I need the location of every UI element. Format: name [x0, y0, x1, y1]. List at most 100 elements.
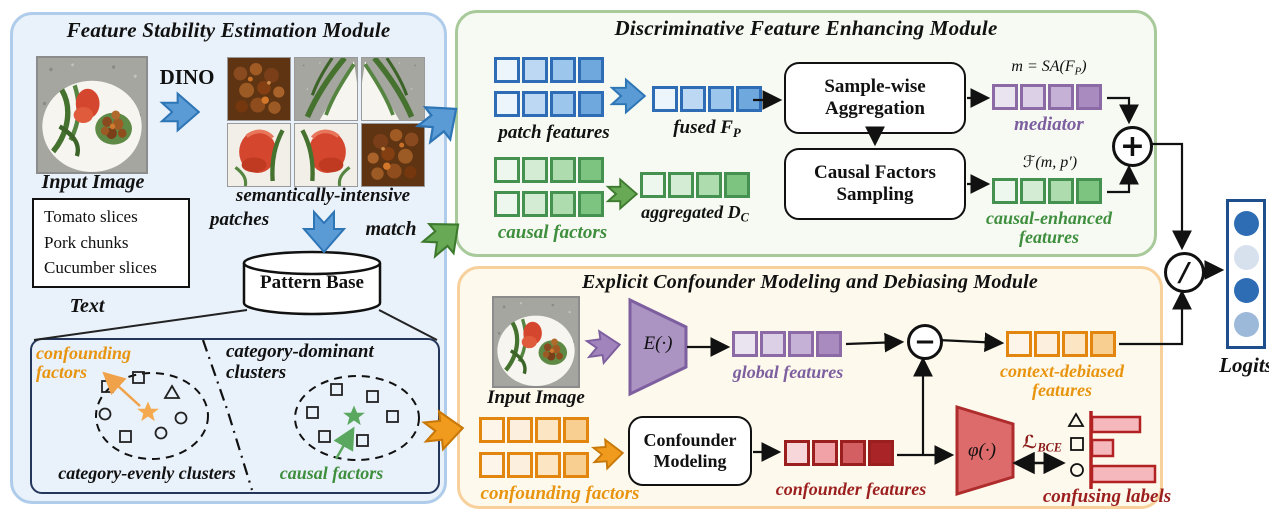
- feature-cell: [840, 440, 866, 466]
- patch-image-4: [227, 123, 291, 187]
- feature-cell: [522, 91, 548, 117]
- feature-cell: [578, 91, 604, 117]
- feature-cell: [535, 417, 561, 443]
- patch-image-5: [294, 123, 358, 187]
- fused-strip: [652, 86, 762, 112]
- input-image-label: Input Image: [41, 171, 145, 193]
- feature-cell: [668, 172, 694, 198]
- logits-box: [1226, 199, 1266, 349]
- confounding-factors-label: confounding factors: [480, 483, 640, 504]
- feature-cell: [563, 452, 589, 478]
- dino-label: DINO: [159, 65, 215, 89]
- feature-cell: [1090, 331, 1116, 357]
- feature-cell: [708, 86, 734, 112]
- global-features-strip: [732, 331, 842, 357]
- feature-cell: [550, 57, 576, 83]
- feature-cell: [1020, 84, 1046, 110]
- feature-cell: [507, 452, 533, 478]
- feature-cell: [1006, 331, 1032, 357]
- confounding-factors-strip-2: [479, 452, 589, 478]
- confounding-factors-strip-1: [479, 417, 589, 443]
- bce-loss-label: ℒBCE: [1022, 432, 1062, 455]
- encoder-label: E(·): [643, 333, 673, 354]
- aggregated-label: aggregated DC: [641, 202, 749, 225]
- logits-label: Logits: [1219, 353, 1269, 377]
- feature-cell: [550, 157, 576, 183]
- fse-module-title: Feature Stability Estimation Module: [66, 18, 391, 42]
- confounder-modeling-box: Confounder Modeling: [628, 416, 752, 486]
- feature-cell: [578, 191, 604, 217]
- feature-cell: [812, 440, 838, 466]
- mediator-formula: m = SA(FP): [1011, 58, 1087, 78]
- category-dominant-label: category-dominant clusters: [226, 341, 374, 383]
- confounder-features-strip: [784, 440, 894, 466]
- ecm-module-title: Explicit Confounder Modeling and Debiasi…: [582, 271, 1038, 293]
- feature-cell: [479, 452, 505, 478]
- feature-cell: [784, 440, 810, 466]
- feature-cell: [494, 157, 520, 183]
- confounding-factors-cluster-label: confounding factors: [36, 343, 132, 383]
- feature-cell: [1034, 331, 1060, 357]
- feature-cell: [1076, 84, 1102, 110]
- confounder-features-label: confounder features: [775, 479, 927, 499]
- confusing-labels-label: confusing labels: [1042, 486, 1172, 507]
- feature-cell: [578, 157, 604, 183]
- feature-cell: [550, 191, 576, 217]
- feature-cell: [724, 172, 750, 198]
- divide-operator: /: [1164, 252, 1205, 293]
- text-class-list: Tomato slices Pork chunks Cucumber slice…: [32, 198, 190, 288]
- feature-cell: [816, 331, 842, 357]
- feature-cell: [1048, 178, 1074, 204]
- causal-enhanced-label: causal-enhanced features: [986, 208, 1112, 248]
- patch-image-3: [361, 57, 425, 121]
- input-image-photo: [36, 56, 148, 174]
- feature-cell: [1062, 331, 1088, 357]
- context-debiased-label: context-debiased features: [1000, 361, 1124, 401]
- subtract-operator: −: [907, 324, 943, 360]
- causal-enhanced-formula: ℱ(m, p′): [1022, 154, 1078, 171]
- ecm-input-image-photo: [492, 296, 580, 388]
- global-features-label: global features: [732, 362, 844, 382]
- text-line: Tomato slices: [44, 207, 138, 226]
- feature-cell: [736, 86, 762, 112]
- feature-cell: [1020, 178, 1046, 204]
- context-debiased-strip: [1006, 331, 1116, 357]
- logit-circle: [1233, 210, 1259, 236]
- category-evenly-label: category-evenly clusters: [58, 463, 236, 483]
- feature-cell: [522, 57, 548, 83]
- feature-cell: [640, 172, 666, 198]
- mediator-label: mediator: [1014, 114, 1084, 135]
- text-line: Cucumber slices: [44, 258, 157, 277]
- mediator-strip: [992, 84, 1102, 110]
- match-label: match: [365, 218, 417, 240]
- aggregated-strip: [640, 172, 750, 198]
- logit-circle: [1233, 244, 1259, 270]
- pattern-base-label: Pattern Base: [260, 272, 364, 293]
- causal-factors-strip-1: [494, 157, 604, 183]
- feature-cell: [992, 178, 1018, 204]
- patch-image-1: [227, 57, 291, 121]
- feature-cell: [868, 440, 894, 466]
- logit-circle: [1233, 312, 1259, 338]
- feature-cell: [522, 157, 548, 183]
- causal-factors-label: causal factors: [497, 222, 608, 243]
- feature-cell: [494, 91, 520, 117]
- sample-wise-aggregation-box: Sample-wise Aggregation: [784, 62, 966, 134]
- feature-cell: [732, 331, 758, 357]
- feature-cell: [507, 417, 533, 443]
- feature-cell: [494, 191, 520, 217]
- patch-features-label: patch features: [498, 122, 610, 143]
- feature-cell: [760, 331, 786, 357]
- patches-label: patches: [210, 209, 270, 230]
- dfe-module-title: Discriminative Feature Enhancing Module: [614, 16, 998, 40]
- patch-features-strip-1: [494, 57, 604, 83]
- feature-cell: [494, 57, 520, 83]
- patch-image-6: [361, 123, 425, 187]
- feature-cell: [696, 172, 722, 198]
- feature-cell: [522, 191, 548, 217]
- causal-factors-cluster-label: causal factors: [279, 463, 384, 483]
- fused-label: fused FP: [673, 117, 741, 140]
- ecm-input-image-label: Input Image: [487, 387, 585, 408]
- add-operator: +: [1112, 126, 1153, 167]
- phi-label: φ(·): [968, 440, 996, 461]
